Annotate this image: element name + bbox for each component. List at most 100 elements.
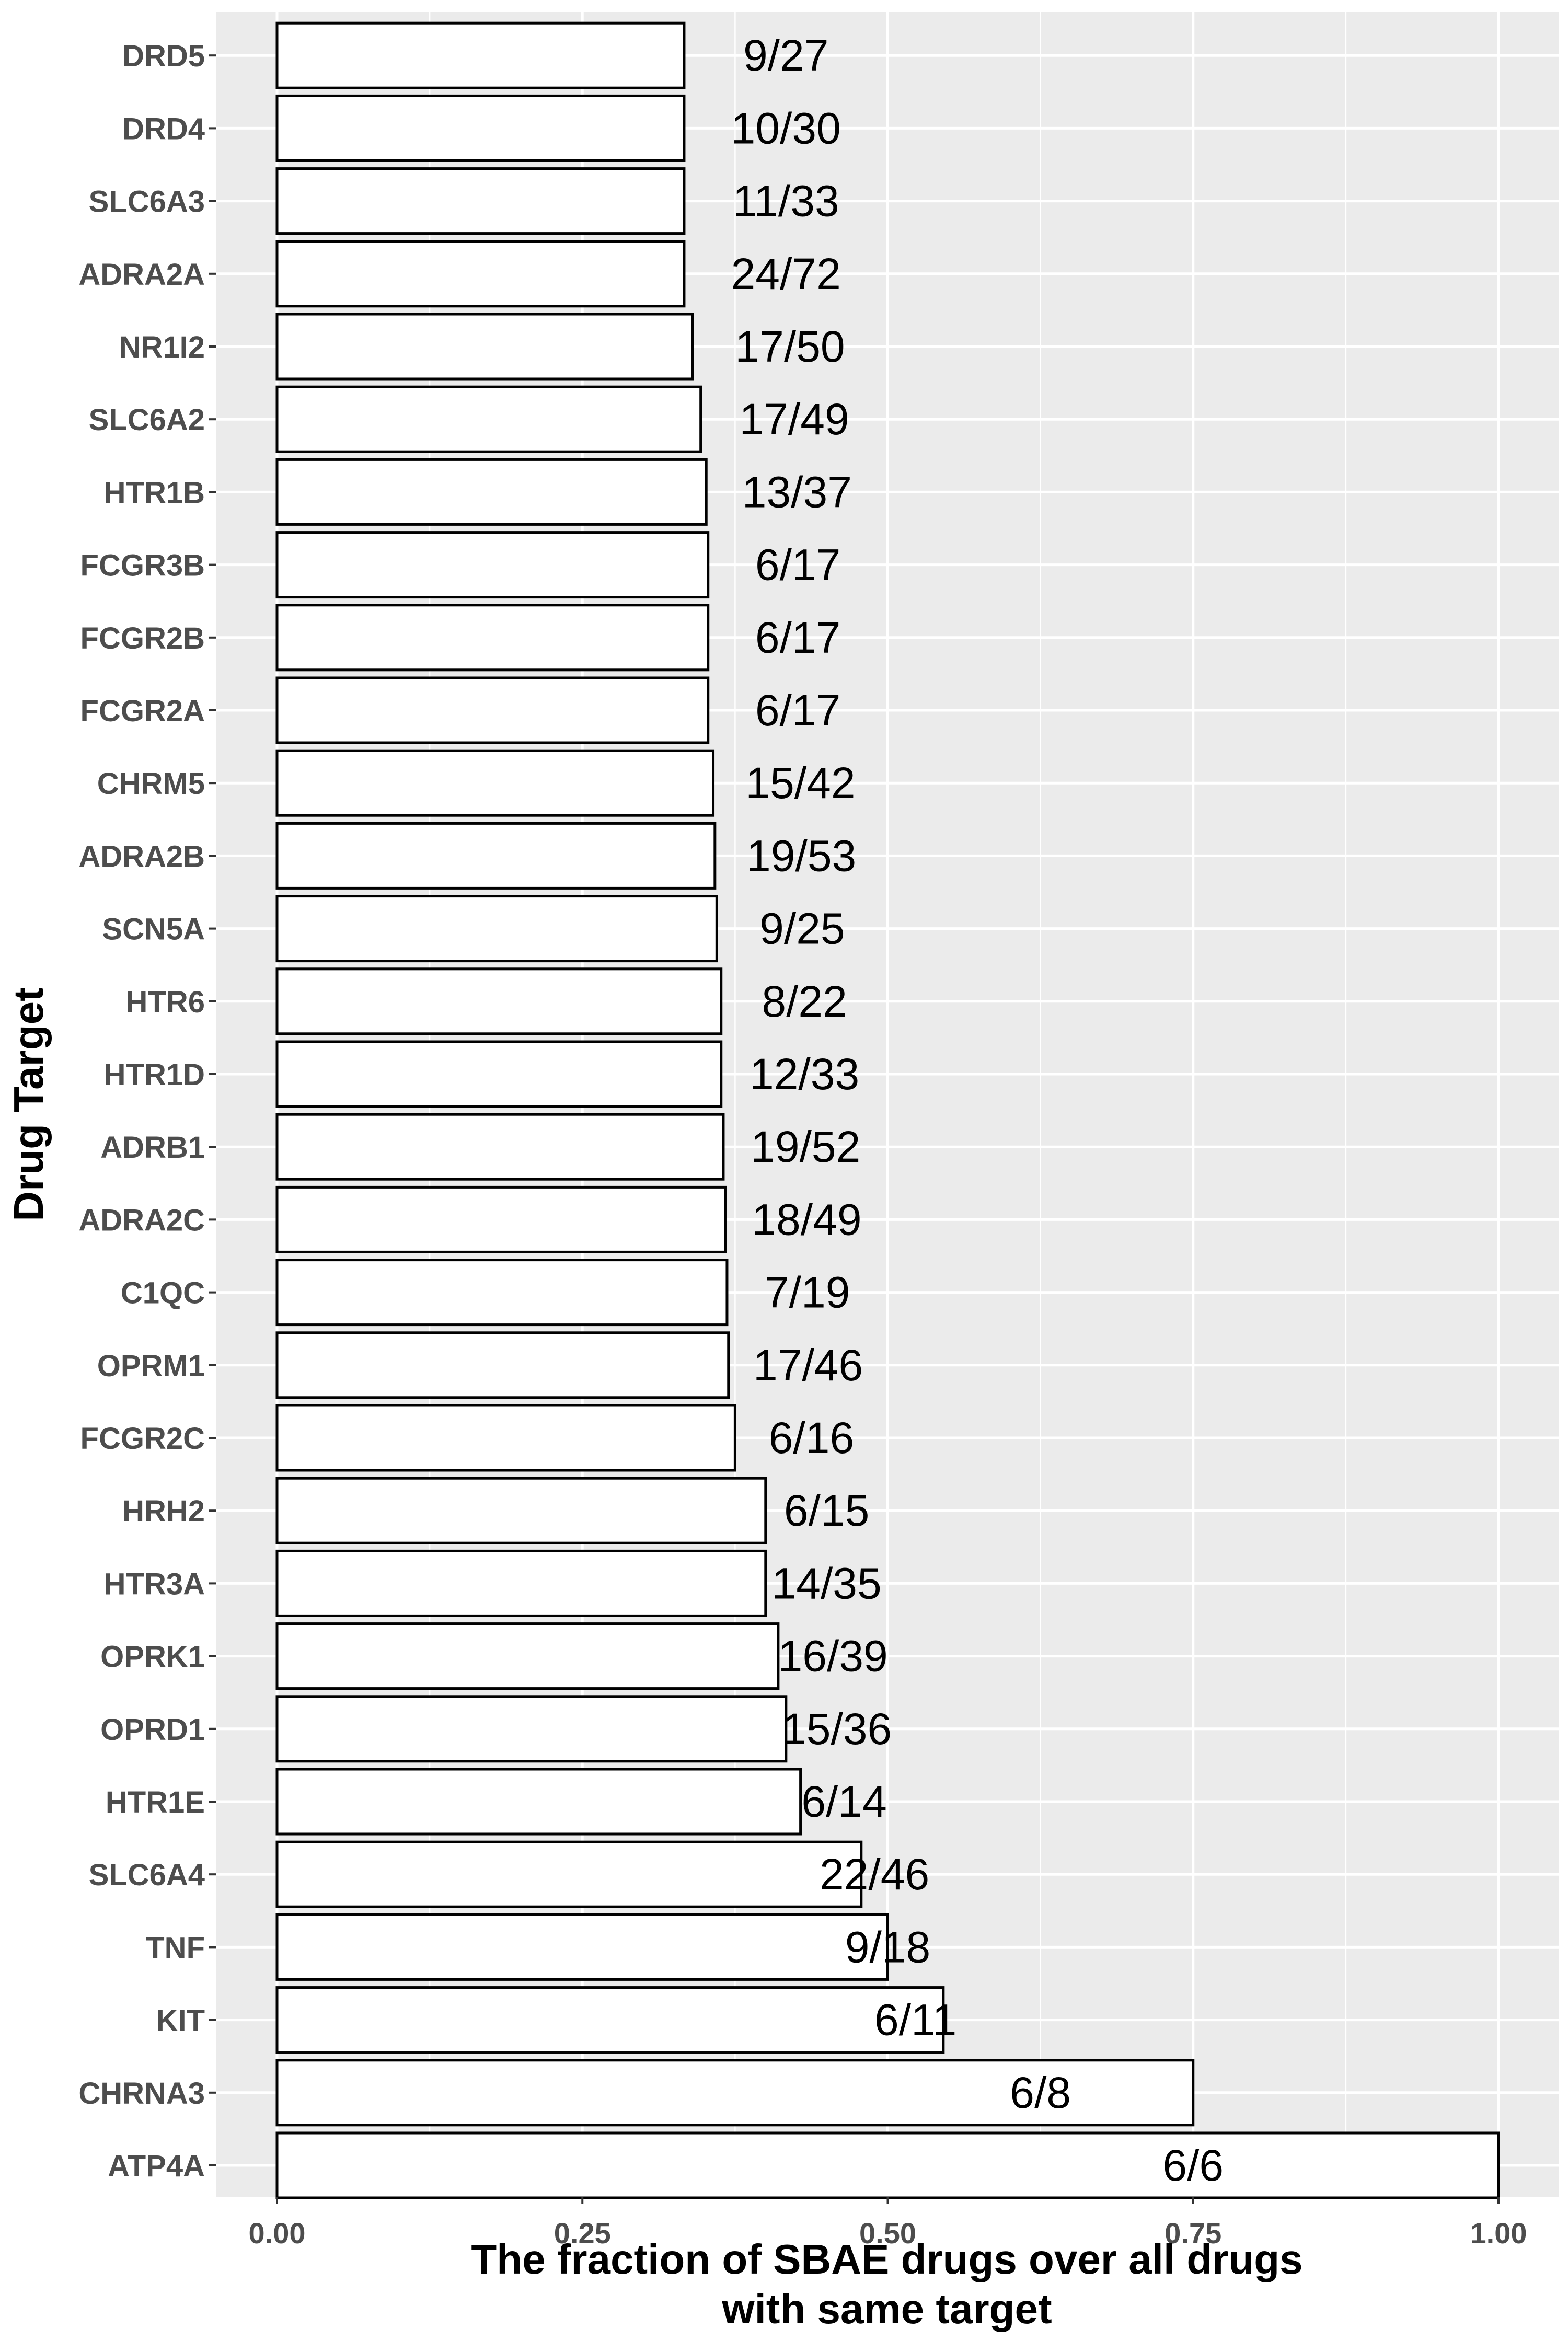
y-tick-label-adra2b: ADRA2B: [78, 839, 205, 873]
bar-label-scn5a: 9/25: [759, 904, 845, 953]
bar-label-chrna3: 6/8: [1010, 2068, 1071, 2117]
y-tick-label-slc6a2: SLC6A2: [89, 403, 205, 437]
y-tick-label-tnf: TNF: [146, 1931, 205, 1965]
y-tick-label-fcgr2c: FCGR2C: [80, 1422, 205, 1456]
y-tick-label-drd5: DRD5: [122, 39, 205, 73]
bar-label-fcgr2a: 6/17: [755, 686, 841, 735]
bar-label-adra2a: 24/72: [731, 249, 841, 298]
y-tick-label-slc6a3: SLC6A3: [89, 185, 205, 219]
x-axis-title-line-2: with same target: [721, 2286, 1052, 2332]
y-axis: DRD5 DRD4 SLC6A3 ADRA2A NR1I2 SLC6A2 HTR1B FCGR…: [78, 39, 216, 2183]
y-tick-label-chrna3: CHRNA3: [78, 2077, 205, 2111]
bar-label-adrb1: 19/52: [751, 1122, 860, 1171]
y-tick-label-oprd1: OPRD1: [100, 1713, 205, 1747]
y-tick-label-fcgr2a: FCGR2A: [80, 694, 205, 728]
bar-scn5a: [275, 895, 718, 963]
y-tick-label-oprk1: OPRK1: [100, 1640, 205, 1674]
bar-label-nr1i2: 17/50: [735, 322, 845, 371]
bar-chrm5: [275, 749, 715, 817]
bar-label-fcgr3b: 6/17: [755, 540, 841, 590]
major-gridlines: [216, 12, 1559, 2197]
bar-label-atp4a: 6/6: [1162, 2141, 1224, 2190]
y-tick-label-drd4: DRD4: [122, 112, 205, 146]
bar-labels: 9/27 10/30 11/33 24/72 17/50 17/49 13/37 6/17 6/…: [731, 31, 1224, 2190]
bars: [275, 21, 1500, 2199]
bar-label-tnf: 9/18: [845, 1922, 931, 1971]
bar-atp4a: [275, 2131, 1500, 2199]
bar-label-oprd1: 15/36: [782, 1704, 892, 1754]
bar-label-chrm5: 15/42: [745, 758, 855, 808]
y-tick-label-chrm5: CHRM5: [97, 767, 205, 801]
y-tick-label-scn5a: SCN5A: [102, 913, 205, 947]
bar-tnf: [275, 1913, 889, 1981]
bar-label-drd5: 9/27: [743, 31, 829, 80]
bar-htr1b: [275, 458, 708, 526]
bar-htr3a: [275, 1549, 767, 1617]
bar-htr1d: [275, 1040, 723, 1108]
x-tick-label: 0.00: [249, 2217, 306, 2250]
bar-label-oprm1: 17/46: [753, 1341, 863, 1390]
y-tick-label-adra2c: ADRA2C: [78, 1203, 205, 1237]
bar-fcgr2a: [275, 676, 710, 744]
y-tick-label-htr1b: HTR1B: [104, 476, 205, 510]
x-axis-title-line-1: The fraction of SBAE drugs over all drug…: [471, 2236, 1302, 2282]
bar-drd5: [275, 21, 686, 89]
bar-label-fcgr2b: 6/17: [755, 613, 841, 662]
bar-slc6a3: [275, 167, 686, 235]
bar-adrb1: [275, 1113, 725, 1181]
bar-htr1e: [275, 1768, 802, 1836]
y-axis-title: Drug Target: [5, 987, 52, 1221]
x-tick-label: 0.75: [1165, 2217, 1221, 2250]
bar-slc6a4: [275, 1840, 863, 1908]
bar-slc6a2: [275, 385, 702, 453]
y-tick-label-nr1i2: NR1I2: [119, 330, 205, 364]
bar-oprd1: [275, 1695, 788, 1763]
bar-drd4: [275, 94, 686, 162]
bar-oprk1: [275, 1622, 780, 1690]
x-tick-label: 0.50: [859, 2217, 916, 2250]
x-tick-label: 0.25: [554, 2217, 611, 2250]
y-tick-label-htr3a: HTR3A: [104, 1567, 205, 1601]
y-tick-label-c1qc: C1QC: [121, 1276, 205, 1310]
bar-c1qc: [275, 1259, 729, 1327]
bar-adra2b: [275, 822, 717, 890]
y-tick-label-adra2a: ADRA2A: [78, 258, 205, 292]
bar-label-drd4: 10/30: [731, 103, 841, 153]
bar-adra2a: [275, 240, 686, 308]
y-tick-label-slc6a4: SLC6A4: [89, 1858, 205, 1892]
bar-label-adra2b: 19/53: [746, 831, 856, 880]
y-tick-label-oprm1: OPRM1: [97, 1349, 205, 1383]
y-tick-label-atp4a: ATP4A: [108, 2149, 205, 2183]
bar-label-htr1e: 6/14: [801, 1777, 887, 1826]
y-tick-label-htr1e: HTR1E: [106, 1785, 205, 1819]
bar-hrh2: [275, 1477, 767, 1544]
bar-label-fcgr2c: 6/16: [769, 1413, 855, 1462]
bar-oprm1: [275, 1331, 730, 1399]
y-tick-label-hrh2: HRH2: [122, 1494, 205, 1528]
y-tick-label-fcgr2b: FCGR2B: [80, 621, 205, 655]
bar-label-slc6a4: 22/46: [820, 1850, 929, 1899]
y-tick-label-fcgr3b: FCGR3B: [80, 549, 205, 583]
bar-label-adra2c: 18/49: [752, 1195, 861, 1244]
bar-nr1i2: [275, 313, 694, 381]
bar-chrna3: [275, 2059, 1195, 2127]
bar-adra2c: [275, 1185, 727, 1253]
bar-label-htr6: 8/22: [762, 977, 847, 1026]
bar-kit: [275, 1986, 945, 2054]
y-tick-label-htr1d: HTR1D: [104, 1058, 205, 1092]
bar-label-htr3a: 14/35: [772, 1559, 882, 1608]
bar-label-htr1d: 12/33: [750, 1050, 859, 1099]
y-tick-label-kit: KIT: [156, 2004, 205, 2038]
bar-label-hrh2: 6/15: [784, 1486, 870, 1535]
bar-label-slc6a3: 11/33: [733, 177, 839, 226]
bar-label-oprk1: 16/39: [778, 1632, 888, 1681]
bar-label-kit: 6/11: [874, 1996, 956, 2045]
x-tick-label: 1.00: [1470, 2217, 1527, 2250]
y-tick-label-adrb1: ADRB1: [100, 1131, 205, 1165]
x-axis: 0.00 0.25 0.50 0.75 1.00: [249, 2197, 1527, 2250]
bar-label-htr1b: 13/37: [742, 467, 852, 516]
bar-label-c1qc: 7/19: [765, 1268, 850, 1317]
bar-fcgr2b: [275, 604, 710, 672]
y-tick-label-htr6: HTR6: [126, 985, 205, 1019]
